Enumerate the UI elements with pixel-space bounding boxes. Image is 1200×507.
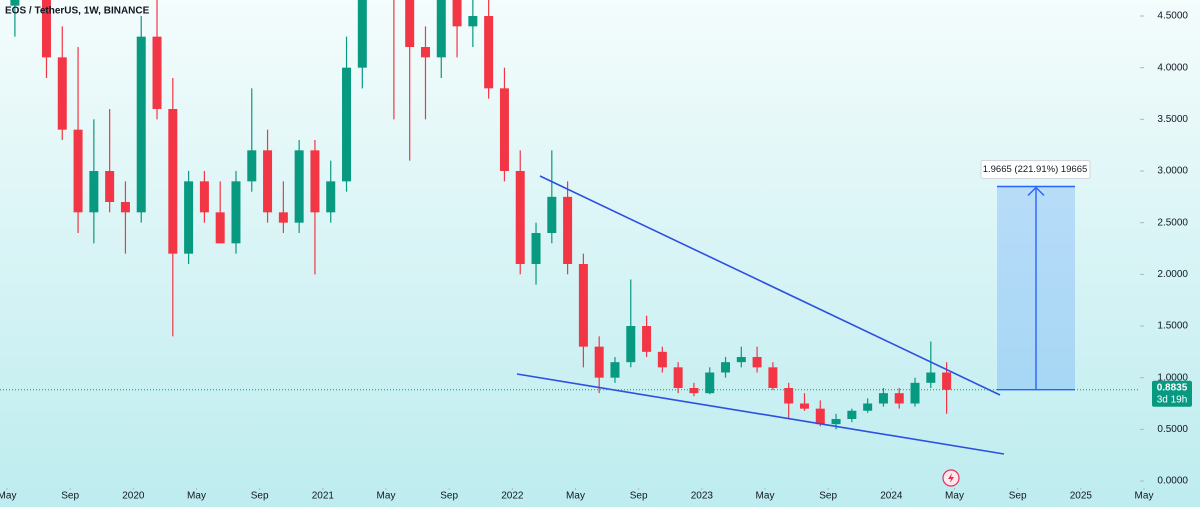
countdown: 3d 19h [1157,394,1188,405]
candle-body [357,0,367,68]
x-tick-label: May [0,491,16,502]
x-tick-label: May [377,491,396,502]
x-tick-label: Sep [61,491,79,502]
last-price-label: 0.8835 [1157,382,1188,393]
candle-body [310,150,320,213]
candles [10,0,952,430]
x-tick-label: 2025 [1070,491,1093,502]
candle-body [420,47,430,58]
lower-trendline [516,373,1005,455]
x-tick-label: May [566,491,585,502]
measure-label: 1.9665 (221.91%) 19665 [983,164,1088,175]
candle-body [563,196,573,264]
candle-body [610,362,620,378]
x-tick-label: 2024 [880,491,903,502]
candle-body [673,367,683,388]
y-tick-label: 0.5000 [1157,424,1188,435]
y-tick-label: 0.0000 [1157,476,1188,487]
x-tick-label: Sep [1009,491,1027,502]
candle-body [468,16,478,27]
x-tick-label: Sep [819,491,837,502]
candle-body [452,0,462,27]
candle-body [231,181,241,244]
x-tick-label: 2023 [691,491,714,502]
candle-body [342,67,352,182]
last-price-box [1152,380,1192,407]
x-tick-label: 2020 [122,491,145,502]
candle-body [73,129,83,213]
candle-body [136,36,146,213]
candle-body [405,0,415,47]
candle-body [736,357,746,363]
candle-body [847,410,857,419]
candle-body [278,212,288,223]
candle-body [326,181,336,213]
y-tick-label: 4.5000 [1157,11,1188,22]
candle-body [689,388,699,394]
candle-body [926,372,936,383]
candle-body [594,346,604,378]
x-tick-label: Sep [251,491,269,502]
candle-body [41,0,51,58]
candle-body [531,233,541,264]
candle-body [578,264,588,347]
x-tick-label: May [945,491,964,502]
candle-body [294,150,304,223]
candle-body [705,372,715,394]
y-tick-label: 2.5000 [1157,217,1188,228]
candle-body [436,0,446,58]
candle-body [152,36,162,109]
candle-body [878,393,888,404]
candle-body [105,171,115,202]
y-tick-label: 3.5000 [1157,114,1188,125]
candle-body [626,326,636,363]
candle-body [784,388,794,404]
candle-body [642,326,652,352]
candle-body [799,403,809,409]
candle-body [484,16,494,89]
candle-body [10,0,20,6]
candle-body [120,202,130,213]
candle-body [768,367,778,388]
y-tick-label: 1.0000 [1157,372,1188,383]
upper-trendline [539,175,1001,396]
candle-body [752,357,762,368]
candle-body [657,351,667,368]
x-tick-label: May [1135,491,1154,502]
x-tick-label: 2022 [501,491,524,502]
candle-body [184,181,194,254]
candle-body [942,372,952,390]
candle-body [863,403,873,411]
candle-body [499,88,509,171]
x-tick-label: 2021 [312,491,335,502]
chart-title: EOS / TetherUS, 1W, BINANCE [5,6,150,17]
x-tick-label: Sep [630,491,648,502]
x-tick-label: May [187,491,206,502]
y-tick-label: 1.5000 [1157,321,1188,332]
y-tick-label: 2.0000 [1157,269,1188,280]
candle-body [199,181,209,213]
candle-body [721,362,731,373]
x-tick-label: May [756,491,775,502]
candle-body [215,212,225,244]
y-tick-label: 3.0000 [1157,166,1188,177]
y-tick-label: 4.0000 [1157,62,1188,73]
candle-body [247,150,257,182]
measure-label-box [980,160,1091,179]
candle-body [89,171,99,213]
candle-body [894,393,904,404]
candle-body [168,109,178,254]
measure-arrowhead [1027,186,1045,196]
candle-body [831,419,841,425]
candle-body [547,196,557,233]
candle-body [515,171,525,264]
lightning-icon [942,469,960,487]
x-tick-label: Sep [440,491,458,502]
candle-body [57,57,67,130]
candle-body [910,382,920,404]
candle-body [263,150,273,213]
candle-body [815,408,825,425]
